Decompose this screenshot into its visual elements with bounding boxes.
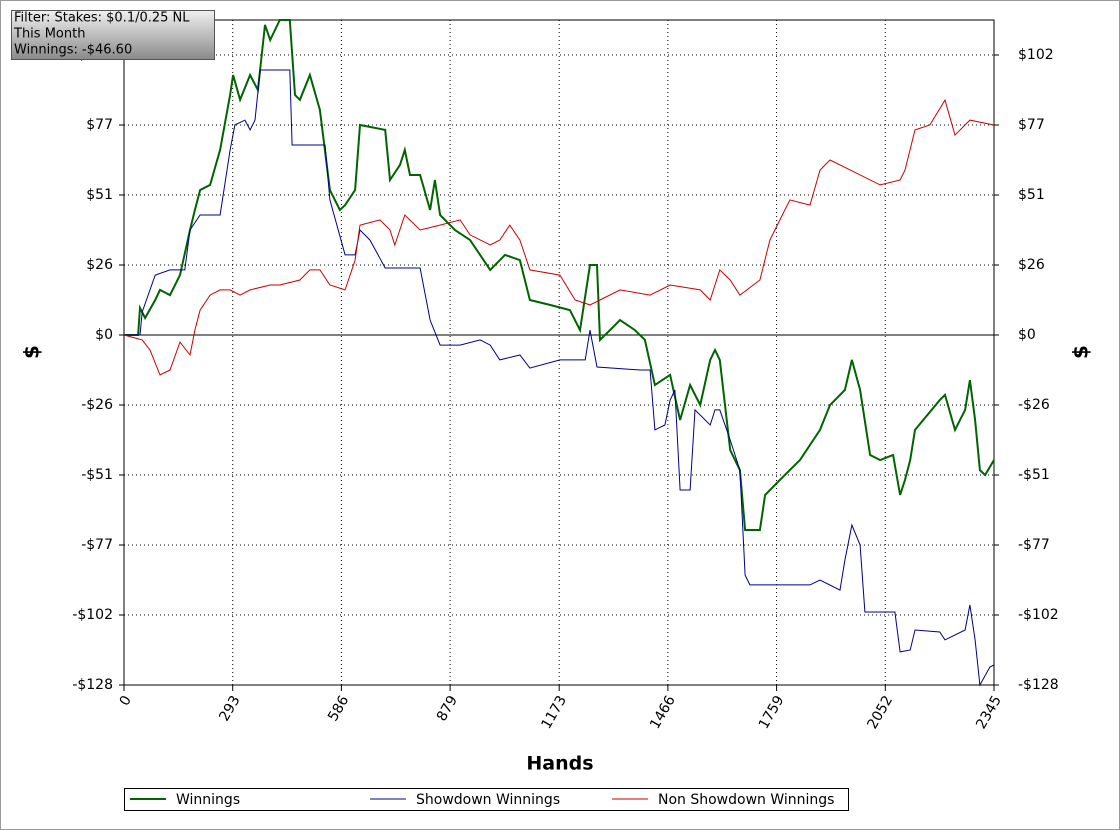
legend-label: Non Showdown Winnings [658,792,834,808]
y2-tick-label: -$26 [1018,397,1050,413]
winnings-text: Winnings: -$46.60 [14,43,132,58]
y-axis-label: $ [20,345,44,359]
plot-area: -$128 -$128 -$102 -$102 -$77 -$77 -$51 -$51 -$26… [72,19,1059,732]
series-line [123,98,995,376]
y-tick-label: $77 [86,117,113,133]
y-tick-label: $26 [86,257,113,273]
y2-tick-label: -$128 [1018,677,1059,693]
y-tick-label: -$51 [81,467,113,483]
y-tick-label: -$26 [81,397,113,413]
y2-tick-label: $102 [1018,47,1054,63]
plot-border [123,19,995,686]
legend [124,788,849,811]
series-line [124,69,995,687]
y-tick-label: $0 [95,327,113,343]
filter-text: Filter: Stakes: $0.1/0.25 NL [14,11,190,26]
x-axis-label: Hands [526,753,593,775]
legend-label: Winnings [176,792,240,808]
y2-tick-label: -$77 [1018,537,1050,553]
filter-box [11,10,215,60]
y2-tick-label: -$102 [1018,607,1059,623]
legend-label: Showdown Winnings [416,792,560,808]
y2-tick-label: $0 [1018,327,1036,343]
y2-tick-label: $51 [1018,187,1045,203]
y2-tick-label: $26 [1018,257,1045,273]
legend-items: Winnings Showdown Winnings Non Showdown Wi… [130,792,834,808]
y2-tick-label: -$51 [1018,467,1050,483]
y2-axis-label: $ [1069,345,1093,359]
y2-tick-label: $77 [1018,117,1045,133]
y-tick-label: -$77 [81,537,113,553]
series-line [124,19,995,531]
y-tick-label: -$128 [72,677,113,693]
y-tick-label: -$102 [72,607,113,623]
period-text: This Month [13,27,85,42]
y-tick-label: $51 [86,187,113,203]
